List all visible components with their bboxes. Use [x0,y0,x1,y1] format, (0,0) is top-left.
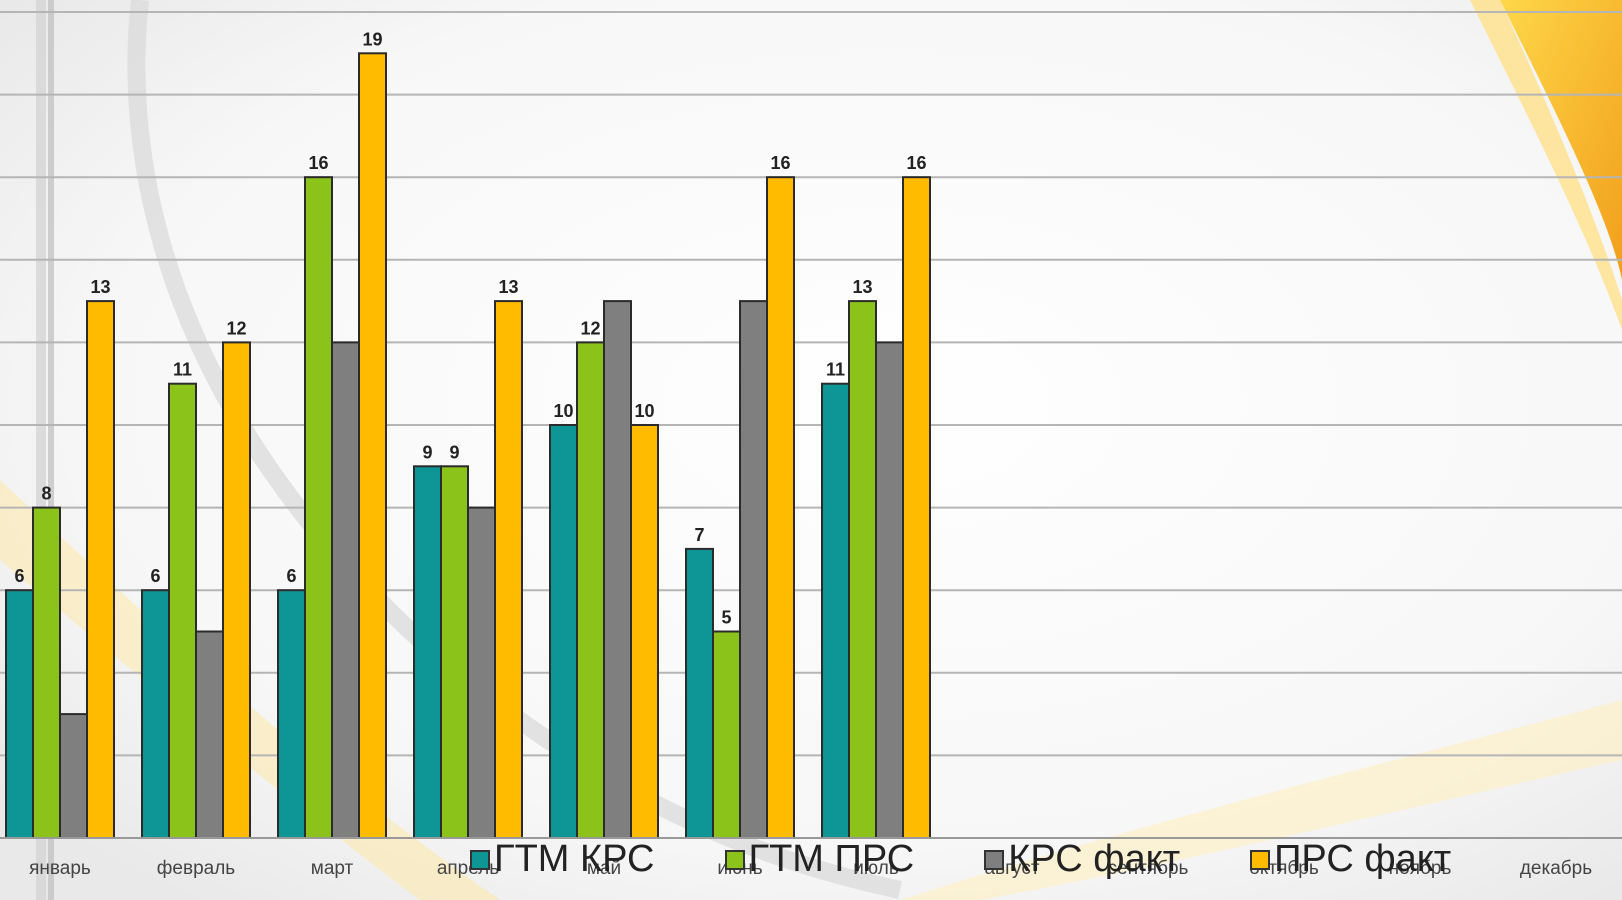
data-label: 5 [721,608,731,628]
bar-2-1 [32,506,61,839]
x-axis: январьфевральмартапрельмайиюньиюльавгуст… [0,837,1622,879]
data-label: 9 [422,442,432,462]
legend-label: КРС факт [1008,838,1181,880]
bar-3-7 [875,341,904,839]
bar-1-7 [821,382,850,839]
data-label: 11 [173,360,192,380]
bar-2-3 [304,176,333,839]
bar-2-6 [712,630,741,839]
bar-1-4 [413,465,442,839]
bar-4-3 [358,52,387,840]
legend-swatch [724,849,745,870]
bar-2-7 [848,300,877,840]
bar-3-6 [739,300,768,840]
data-labels: 6 6 6 9 10 7 11 8 11 16 9 12 5 13 13 12 19 13 10 16 16 [14,29,926,627]
legend-label: ПРС факт [1274,838,1452,880]
legend-item: ГТМ КРС [470,838,655,881]
bar-3-2 [195,630,224,839]
data-label: 7 [694,525,704,545]
bar-4-2 [222,341,251,839]
legend-swatch [984,849,1005,870]
bar-3-5 [603,300,632,840]
data-label: 6 [14,566,24,586]
data-label: 6 [150,566,160,586]
bar-4-6 [766,176,795,839]
data-label: 19 [362,29,382,49]
bar-1-6 [685,547,714,840]
x-tick-label: сентябрь [1108,858,1189,879]
bar-1-2 [141,589,170,840]
data-label: 10 [553,401,573,421]
bar-1-1 [5,589,34,840]
legend-item: КРС факт [984,838,1180,881]
bar-2-5 [576,341,605,839]
data-label: 6 [286,566,296,586]
x-tick-label: март [311,858,354,879]
x-tick-label: июль [853,858,899,879]
data-label: 16 [770,153,790,173]
bar-2-4 [440,465,469,839]
bar-1-3 [277,589,306,840]
data-label: 12 [580,318,600,338]
gridlines [0,11,1622,839]
legend-swatch [470,849,490,870]
data-label: 9 [449,442,459,462]
bar-3-1 [59,713,88,839]
bar-3-4 [467,506,496,839]
legend-label: ГТМ ПРС [748,838,915,880]
bar-4-4 [494,300,523,840]
x-tick-label: ноябрь [1389,858,1452,879]
data-label: 13 [498,277,518,297]
bar-4-5 [630,424,659,839]
bar-2-2 [168,382,197,839]
legend-item: ГТМ ПРС [724,838,915,881]
legend-item: ПРС факт [1250,838,1451,881]
data-label: 10 [634,401,654,421]
data-label: 16 [906,153,926,173]
data-label: 12 [226,318,246,338]
bars [5,52,931,840]
bar-4-1 [86,300,115,840]
bar-1-5 [549,424,578,839]
x-tick-label: май [587,858,621,879]
legend-swatch [1250,849,1271,870]
bar-4-7 [902,176,931,839]
legend-label: ГТМ КРС [494,838,655,880]
data-label: 8 [41,484,51,504]
x-tick-label: февраль [157,858,236,879]
x-tick-label: январь [29,858,91,879]
x-tick-label: декабрь [1520,858,1592,879]
bar-3-3 [331,341,360,839]
data-label: 16 [308,153,328,173]
data-label: 11 [826,360,845,380]
data-label: 13 [852,277,872,297]
data-label: 13 [90,277,110,297]
legend: ГТМ КРС ГТМ ПРС КРС факт ПРС факт [470,838,1451,881]
